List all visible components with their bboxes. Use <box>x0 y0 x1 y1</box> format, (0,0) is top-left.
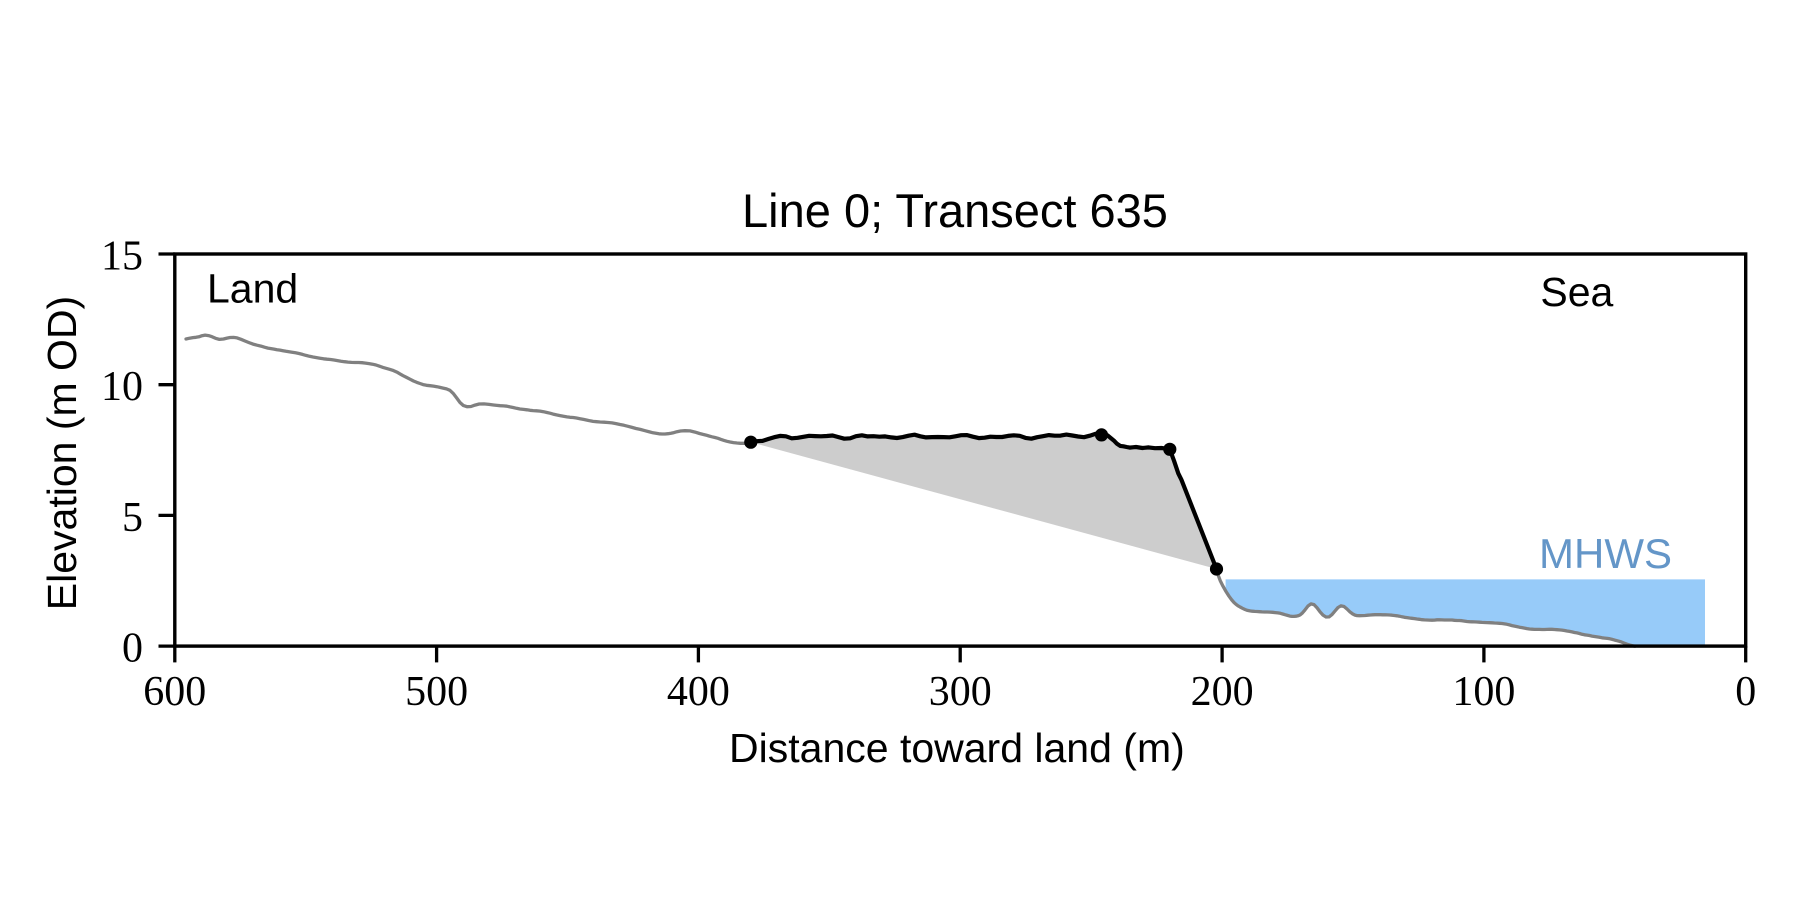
svg-text:200: 200 <box>1191 669 1254 715</box>
svg-text:400: 400 <box>667 669 730 715</box>
svg-text:10: 10 <box>101 364 143 410</box>
svg-text:Line 0; Transect 635: Line 0; Transect 635 <box>742 184 1168 237</box>
svg-text:Distance toward land (m): Distance toward land (m) <box>729 725 1185 771</box>
svg-text:100: 100 <box>1452 669 1515 715</box>
svg-text:15: 15 <box>101 234 143 280</box>
svg-text:0: 0 <box>1735 669 1756 715</box>
svg-text:0: 0 <box>122 626 143 672</box>
svg-text:Elevation (m OD): Elevation (m OD) <box>39 296 85 610</box>
svg-text:5: 5 <box>122 495 143 541</box>
svg-text:500: 500 <box>405 669 468 715</box>
svg-text:Sea: Sea <box>1540 269 1613 315</box>
svg-text:600: 600 <box>143 669 206 715</box>
svg-text:MHWS: MHWS <box>1539 530 1672 577</box>
svg-text:300: 300 <box>929 669 992 715</box>
svg-text:Land: Land <box>207 266 298 312</box>
